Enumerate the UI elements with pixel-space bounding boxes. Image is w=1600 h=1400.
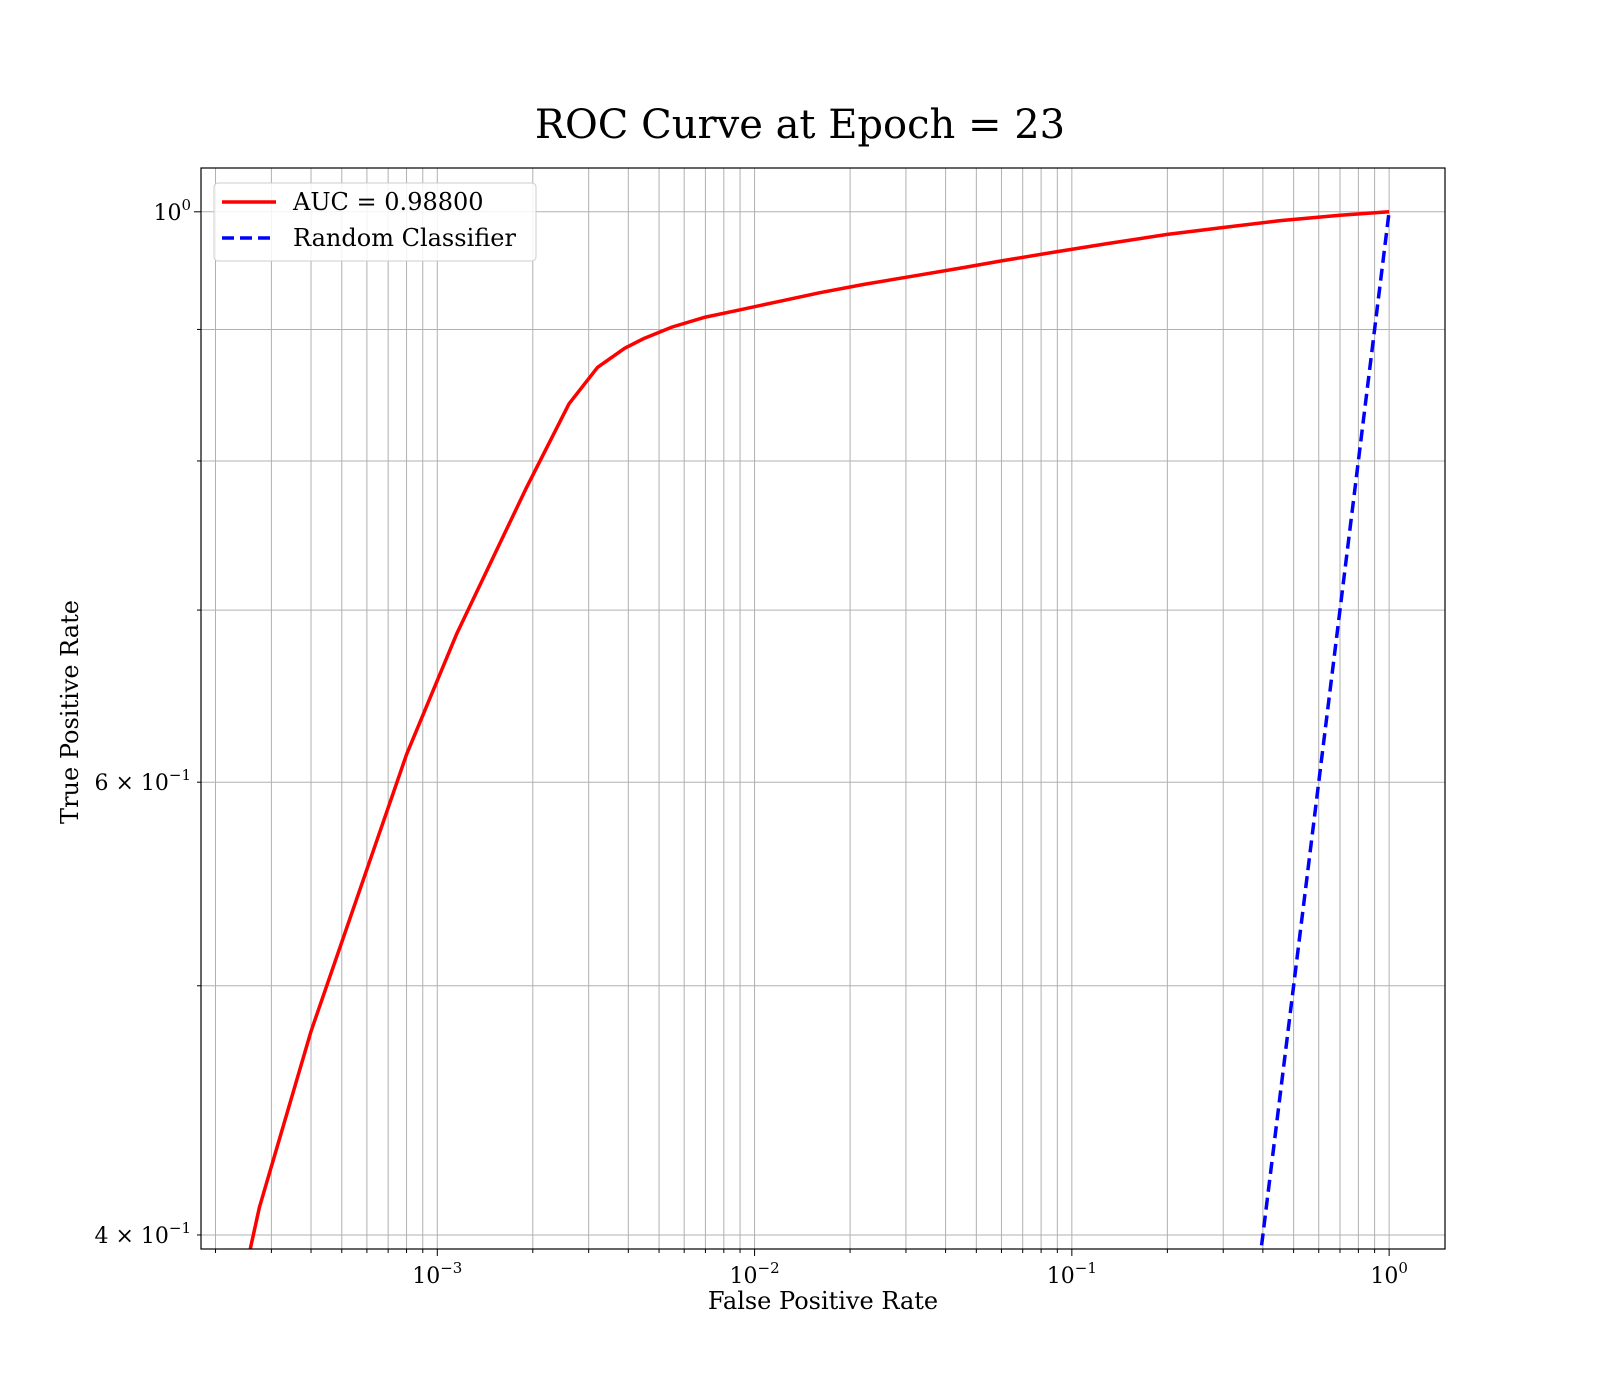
x-tick-label: 100: [1370, 1259, 1408, 1289]
plot-frame: [200, 167, 1446, 1250]
legend-label: AUC = 0.98800: [292, 188, 484, 216]
y-tick-label: 4 × 10−1: [94, 1219, 191, 1249]
x-tick-label: 10−3: [412, 1259, 462, 1289]
chart-title: ROC Curve at Epoch = 23: [534, 102, 1066, 148]
roc-curve-line: [248, 210, 1390, 1249]
random-classifier-line: [1259, 211, 1391, 1249]
legend-box: [213, 182, 537, 262]
legend: AUC = 0.98800 Random Classifier: [213, 182, 537, 262]
y-tick-label: 100: [153, 196, 191, 226]
series-layer: [248, 210, 1391, 1249]
grid-lines: [201, 168, 1445, 1249]
axis-ticks: 10−3 10−2 10−1 100 100 6 × 10−1 4 × 10−1: [94, 196, 1407, 1289]
x-tick-label: 10−2: [730, 1259, 780, 1289]
x-tick-label: 10−1: [1047, 1259, 1097, 1289]
x-axis-label: False Positive Rate: [707, 1287, 939, 1315]
y-tick-label: 6 × 10−1: [94, 766, 191, 796]
legend-label: Random Classifier: [293, 224, 516, 252]
